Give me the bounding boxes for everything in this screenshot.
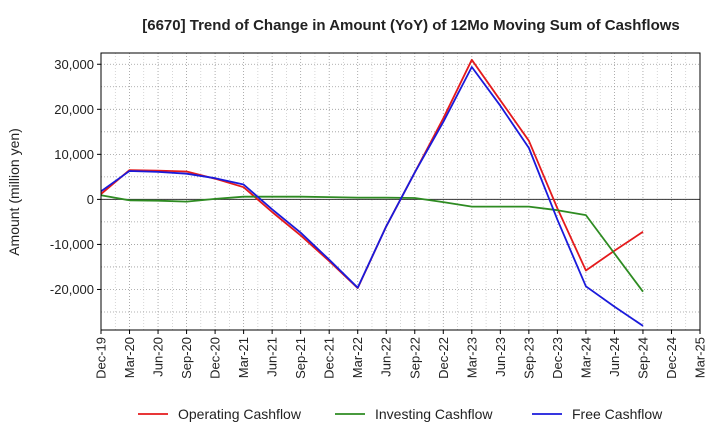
x-tick-label: Dec-24 <box>664 337 679 379</box>
x-tick-label: Jun-23 <box>493 337 508 377</box>
x-tick-label: Sep-24 <box>636 337 651 379</box>
x-tick-labels: Dec-19 Mar-20 Jun-20 Sep-20 Dec-20 Mar-21 Jun-… <box>94 330 708 379</box>
x-tick-label: Mar-23 <box>464 337 479 378</box>
y-tick-labels: 30,000 20,000 10,000 0 -10,000 -20,000 <box>50 57 101 297</box>
x-tick-label: Sep-20 <box>179 337 194 379</box>
x-tick-label: Jun-20 <box>151 337 166 377</box>
series-lines <box>100 58 644 327</box>
operating-cashflow-legend-label: Operating Cashflow <box>178 406 302 422</box>
y-axis-label: Amount (million yen) <box>6 128 22 256</box>
legend: Operating Cashflow Investing Cashflow Free… <box>138 406 663 422</box>
y-tick-label: 30,000 <box>54 57 94 72</box>
y-tick-label: 0 <box>87 192 94 207</box>
y-tick-label: 10,000 <box>54 147 94 162</box>
x-tick-label: Dec-21 <box>322 337 337 379</box>
x-tick-label: Jun-21 <box>265 337 280 377</box>
x-tick-label: Mar-22 <box>350 337 365 378</box>
chart-title: [6670] Trend of Change in Amount (YoY) o… <box>142 17 680 34</box>
x-tick-label: Mar-24 <box>578 337 593 378</box>
y-tick-label: -20,000 <box>50 282 94 297</box>
x-tick-label: Mar-25 <box>693 337 708 378</box>
y-tick-label: -10,000 <box>50 237 94 252</box>
x-tick-label: Sep-23 <box>521 337 536 379</box>
x-tick-label: Sep-21 <box>293 337 308 379</box>
grid <box>100 53 701 330</box>
free-cashflow-line <box>100 66 644 327</box>
x-tick-label: Dec-20 <box>208 337 223 379</box>
x-tick-label: Dec-23 <box>550 337 565 379</box>
plot-area-frame <box>100 52 701 331</box>
x-tick-label: Jun-22 <box>379 337 394 377</box>
x-tick-label: Sep-22 <box>407 337 422 379</box>
investing-cashflow-legend-label: Investing Cashflow <box>375 406 493 422</box>
x-tick-label: Dec-22 <box>436 337 451 379</box>
y-tick-label: 20,000 <box>54 102 94 117</box>
free-cashflow-legend-label: Free Cashflow <box>572 406 663 422</box>
x-tick-label: Dec-19 <box>94 337 109 379</box>
x-tick-label: Mar-20 <box>122 337 137 378</box>
x-tick-label: Jun-24 <box>607 337 622 377</box>
x-tick-label: Mar-21 <box>236 337 251 378</box>
